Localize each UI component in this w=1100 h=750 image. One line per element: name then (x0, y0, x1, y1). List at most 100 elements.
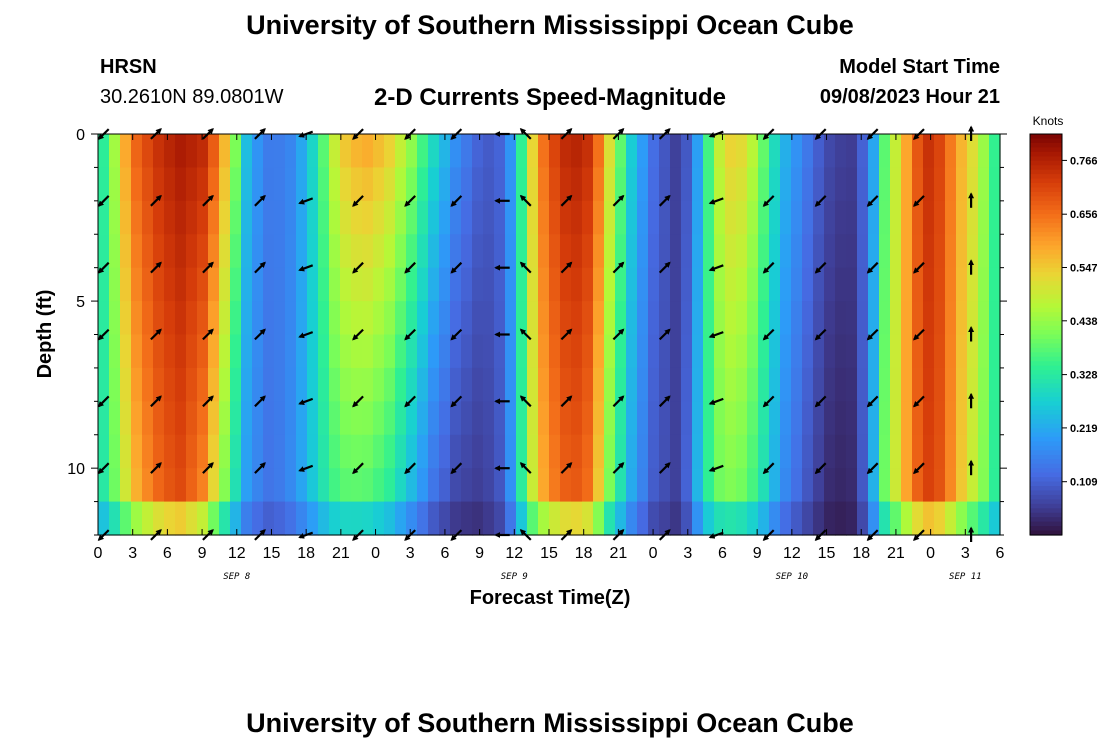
heatmap-cell (417, 501, 429, 536)
heatmap-cell (769, 434, 781, 469)
heatmap-cell (923, 334, 935, 369)
heatmap-cell (604, 434, 616, 469)
heatmap-cell (142, 468, 154, 503)
x-tick-label: 15 (540, 545, 558, 562)
heatmap-cell (956, 301, 968, 336)
heatmap-cell (989, 200, 1001, 235)
current-arrow (254, 462, 266, 474)
heatmap-cell (285, 468, 297, 503)
heatmap-cell (692, 267, 704, 302)
heatmap-cell (296, 267, 308, 302)
heatmap-cell (846, 501, 858, 536)
heatmap-cell (560, 468, 572, 503)
heatmap-cell (780, 167, 792, 202)
heatmap-cell (736, 234, 748, 269)
heatmap-cell (472, 167, 484, 202)
heatmap-cell (329, 501, 341, 536)
heatmap-cell (923, 434, 935, 469)
heatmap-cell (626, 234, 638, 269)
heatmap-cell (450, 367, 462, 402)
x-tick-label: 12 (228, 545, 246, 562)
current-arrow (612, 328, 625, 341)
heatmap-cell (868, 267, 880, 302)
heatmap-cell (329, 367, 341, 402)
heatmap-cell (450, 401, 462, 436)
colorbar-segment (1030, 232, 1062, 238)
heatmap-cell (252, 367, 264, 402)
colorbar-segment (1030, 459, 1062, 465)
heatmap-cell (527, 167, 539, 202)
heatmap-cell (615, 434, 627, 469)
heatmap-cell (109, 468, 121, 503)
heatmap-cell (175, 200, 187, 235)
heatmap-cell (120, 401, 132, 436)
heatmap-cell (384, 234, 396, 269)
x-tick-label: 18 (852, 545, 870, 562)
colorbar-segment (1030, 490, 1062, 496)
current-arrow (913, 195, 925, 207)
heatmap-cell (241, 501, 253, 536)
heatmap-cell (252, 468, 264, 503)
heatmap-cell (835, 367, 847, 402)
current-arrow (866, 328, 879, 341)
current-arrow (612, 194, 625, 207)
heatmap-cell (494, 468, 506, 503)
heatmap-cell (208, 501, 220, 536)
heatmap-cell (549, 501, 561, 536)
heatmap-cell (252, 200, 264, 235)
heatmap-cell (395, 234, 407, 269)
colorbar-segment (1030, 392, 1062, 398)
heatmap-cell (241, 434, 253, 469)
heatmap-cell (164, 401, 176, 436)
colorbar-segment (1030, 134, 1062, 140)
heatmap-cell (263, 434, 275, 469)
heatmap-cell (780, 501, 792, 536)
heatmap-cell (769, 401, 781, 436)
heatmap-cell (439, 367, 451, 402)
heatmap-cell (912, 434, 924, 469)
colorbar-segment (1030, 191, 1062, 197)
heatmap-cell (351, 267, 363, 302)
colorbar-segment (1030, 343, 1062, 349)
heatmap-cell (604, 167, 616, 202)
heatmap-cell (329, 468, 341, 503)
heatmap-cell (604, 234, 616, 269)
heatmap-cell (890, 167, 902, 202)
heatmap-cell (934, 134, 946, 169)
heatmap-cell (439, 401, 451, 436)
heatmap-cell (879, 167, 891, 202)
heatmap-cell (230, 267, 242, 302)
heatmap-cell (736, 468, 748, 503)
colorbar-segment (1030, 218, 1062, 224)
heatmap-cell (516, 434, 528, 469)
heatmap-cell (890, 301, 902, 336)
heatmap-cell (549, 167, 561, 202)
heatmap-cell (857, 501, 869, 536)
heatmap-cell (967, 234, 979, 269)
heatmap-cell (285, 267, 297, 302)
heatmap-cell (813, 468, 825, 503)
current-arrow (202, 462, 214, 474)
axes: 0 3 6 9 12 15 18 21 0 3 6 9 12 15 18 21 0 3 6 9 12 15 18 21 0 3 6 S… (67, 127, 1007, 582)
colorbar-tick-label: 0.656 (1070, 209, 1098, 221)
heatmap-cell (791, 401, 803, 436)
heatmap-cell (472, 434, 484, 469)
heatmap-cell (208, 301, 220, 336)
heatmap-cell (571, 200, 583, 235)
heatmap-cell (362, 501, 374, 536)
heatmap-cell (98, 267, 110, 302)
heatmap-cell (307, 301, 319, 336)
heatmap-cell (835, 200, 847, 235)
heatmap-cell (780, 267, 792, 302)
heatmap-cell (813, 334, 825, 369)
heatmap-cell (659, 367, 671, 402)
heatmap-cell (626, 401, 638, 436)
current-arrow (866, 195, 879, 207)
heatmap-cell (747, 234, 759, 269)
heatmap-cell (901, 267, 913, 302)
heatmap-cell (725, 468, 737, 503)
heatmap-cell (153, 167, 165, 202)
heatmap-cell (582, 367, 594, 402)
heatmap-cell (714, 234, 726, 269)
heatmap-cell (648, 134, 660, 169)
